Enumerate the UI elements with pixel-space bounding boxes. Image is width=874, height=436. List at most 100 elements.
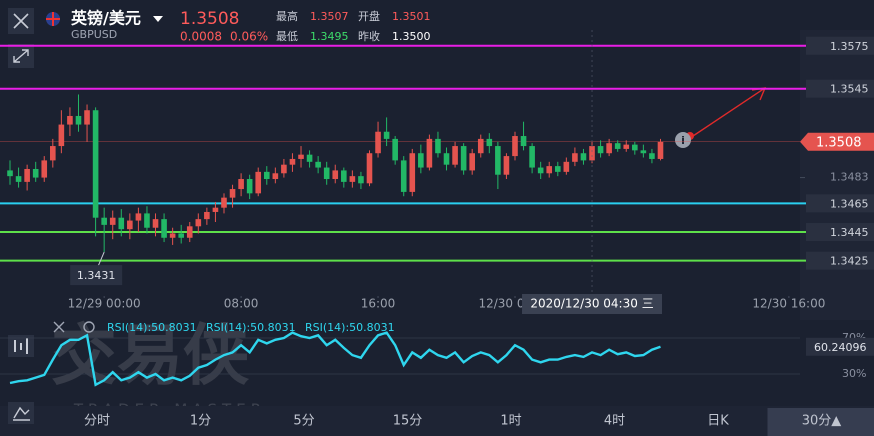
candle-body [503,156,510,175]
candle-body [657,141,664,159]
tab[interactable]: 1时 [500,414,521,429]
crosshair-label: 2020/12/30 04:30 三 [530,297,653,311]
candle-body [520,136,527,147]
candle-body [332,170,339,180]
watermark-title: 交易侠 [51,317,249,394]
candle-body [15,176,22,182]
candle-body [632,144,638,151]
candle-body [178,233,184,238]
candle-body [75,115,82,125]
candle-body [58,124,65,147]
rsi-close[interactable] [53,321,65,333]
candle-body [195,219,202,227]
draw-icon [13,406,30,421]
candle-body [306,154,313,162]
draw-button[interactable] [8,402,34,424]
candle-body [127,220,133,230]
candle-body [418,153,424,168]
rsi-last-bg [806,337,874,356]
tab[interactable]: 30分▲ [802,414,842,429]
rsi-settings[interactable] [83,321,95,333]
candle-body [512,136,518,157]
pair-code: GBPUSD [71,28,117,41]
candle-body [375,131,381,154]
candle-body [24,168,30,182]
low-marker-bg [70,265,123,286]
current-price-label: 1.3508 [816,135,862,150]
candle-body [118,217,125,230]
low-marker-label: 1.3431 [77,269,116,282]
candle-body [400,160,407,192]
candle-body [435,138,441,154]
candle-body [84,110,90,125]
candle-body [640,150,647,154]
candle-body [452,146,458,165]
candle-body [221,197,227,208]
candle-body [323,167,330,180]
info-icon[interactable] [675,132,691,148]
tab-active-bg [767,408,874,436]
candle-body [289,158,296,165]
candle-body [315,161,321,168]
stat-value: 1.3495 [310,30,349,43]
candle-body [7,170,13,177]
low-marker-line [97,251,105,267]
price-axis-bg [800,30,874,320]
stat-label: 开盘 [358,9,380,23]
tab[interactable]: 日K [707,414,729,429]
candle-body [443,153,450,165]
candle-body [255,171,262,194]
level-label: 1.3575 [830,40,869,53]
candle-body [546,166,553,174]
candle-body [537,167,544,174]
level-label-bg [806,194,874,213]
candle-body [597,146,604,154]
tab[interactable]: 1分 [190,414,211,429]
candle-body [161,219,167,238]
candle-body [92,110,99,218]
current-price-tag [800,132,874,151]
candle-body [238,179,244,190]
candle-body [495,146,501,175]
level-label: 1.3445 [830,226,869,239]
x-tick-label: 16:00 [361,297,396,311]
x-tick-label: 12/30 16:00 [752,297,825,311]
tab[interactable]: 15分 [393,414,423,429]
candle-body [186,226,193,238]
candle-body [101,217,107,225]
candle-body [50,146,56,161]
candle-body [589,146,595,161]
candle-body [281,164,287,174]
level-label-bg [806,251,874,270]
candle-body [649,153,655,159]
candle-body [469,153,475,171]
tab[interactable]: 5分 [293,414,314,429]
rsi-line [9,331,661,387]
rsi-legend: RSI(14):50.8031 [107,321,197,334]
rsi-last-label: 60.24096 [814,341,867,354]
price: 1.3508 [180,9,239,29]
candle-body [41,160,48,178]
pair-name[interactable]: 英镑/美元 [70,9,141,28]
info-icon-mark: i [681,134,685,147]
y-tick-label: 1.3483 [830,171,869,184]
y-tick-label: 30% [842,367,866,380]
tab-bar [0,406,874,436]
candle-body [572,153,578,162]
tab[interactable]: 分时 [84,414,110,429]
candle-body [614,143,621,149]
level-label: 1.3465 [830,197,869,210]
candle-body [392,138,398,161]
candle-body [477,138,484,154]
candle-body [606,143,612,154]
level-label-bg [806,79,874,98]
candle-body [272,173,279,180]
dropdown-icon[interactable] [153,16,163,22]
candle-body [580,153,587,161]
candle-body [349,176,356,182]
x-tick-label: 12/29 00:00 [68,297,141,311]
rsi-legend: RSI(14):50.8031 [305,321,395,334]
candle-body [623,144,630,149]
tab[interactable]: 4时 [604,414,625,429]
expand-icon [13,49,29,63]
